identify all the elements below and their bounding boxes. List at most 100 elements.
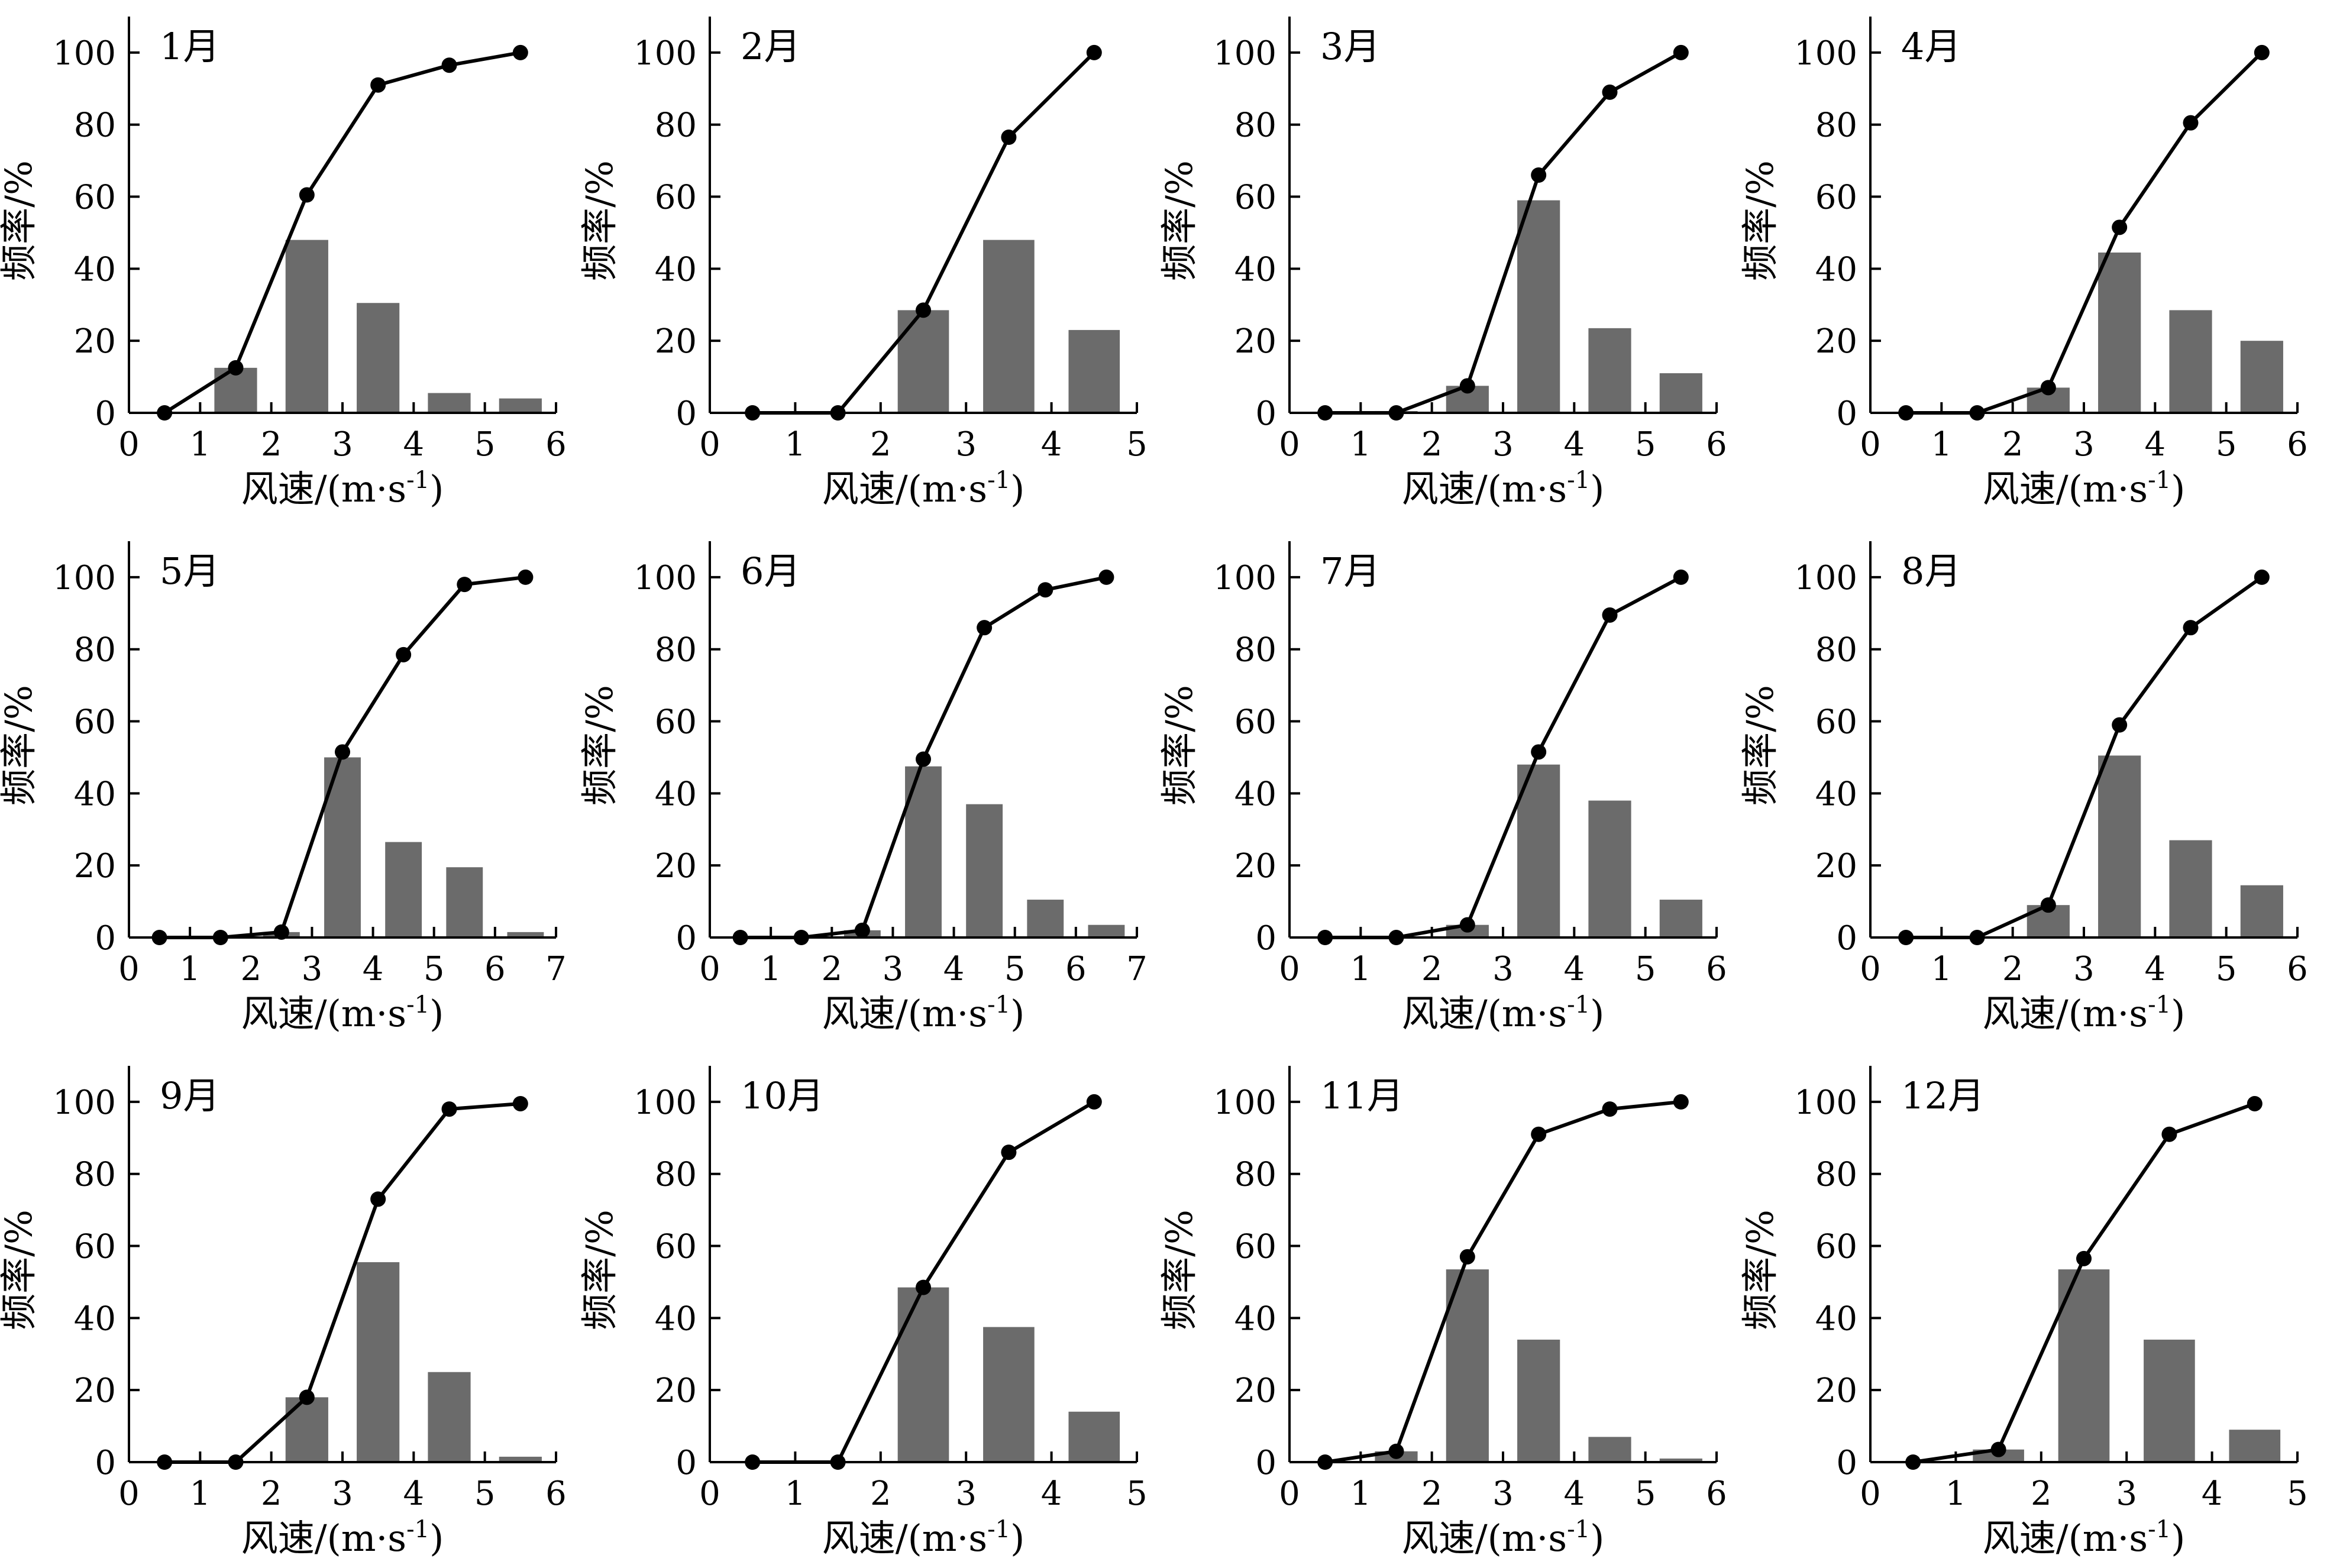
x-tick-label: 6 xyxy=(545,425,567,464)
x-tick-label: 0 xyxy=(1279,950,1300,988)
bar xyxy=(983,240,1035,413)
x-tick-label: 0 xyxy=(118,1475,140,1513)
y-axis-label: 频率/% xyxy=(1738,160,1782,281)
x-tick-label: 1 xyxy=(1945,1475,1967,1513)
y-axis-label: 频率/% xyxy=(578,160,621,281)
bar xyxy=(2240,341,2283,413)
line-point xyxy=(457,577,473,593)
x-tick-label: 3 xyxy=(1492,1475,1514,1513)
x-tick-label: 4 xyxy=(1041,1475,1062,1513)
panel-title: 4月 xyxy=(1901,25,1961,68)
x-axis-label-superscript: -1 xyxy=(2148,991,2171,1019)
x-axis-label-superscript: -1 xyxy=(406,991,429,1019)
x-axis-label: 风速/(m·s-1) xyxy=(1402,467,1605,510)
x-tick-label: 2 xyxy=(261,425,282,464)
y-tick-label: 100 xyxy=(1213,559,1276,597)
x-tick-label: 5 xyxy=(474,425,496,464)
y-tick-label: 0 xyxy=(1255,395,1276,433)
x-axis-label-superscript: -1 xyxy=(987,467,1010,494)
x-tick-label: 1 xyxy=(1931,425,1953,464)
y-tick-label: 100 xyxy=(634,34,697,73)
x-tick-label: 5 xyxy=(474,1475,496,1513)
x-axis-label-superscript: -1 xyxy=(1567,467,1590,494)
line-point xyxy=(1602,84,1618,100)
x-tick-label: 0 xyxy=(1279,425,1300,464)
y-tick-label: 40 xyxy=(1815,250,1857,289)
y-tick-label: 0 xyxy=(676,395,697,433)
x-axis-label-close: ) xyxy=(2171,992,2185,1035)
line-point xyxy=(1086,1094,1102,1110)
y-tick-label: 80 xyxy=(1815,106,1857,145)
x-axis-label-close: ) xyxy=(429,1517,444,1560)
y-tick-label: 20 xyxy=(1234,1372,1276,1410)
line-point xyxy=(1898,930,1914,945)
line-point xyxy=(1388,1443,1404,1459)
y-axis-label: 频率/% xyxy=(0,685,40,806)
x-tick-label: 5 xyxy=(424,950,445,988)
y-axis-label: 频率/% xyxy=(578,1210,621,1330)
bar xyxy=(1088,924,1125,937)
bar xyxy=(1588,800,1631,937)
line-point xyxy=(228,1454,244,1470)
line-point xyxy=(335,744,350,760)
x-axis-label-superscript: -1 xyxy=(1567,991,1590,1019)
panel-title: 3月 xyxy=(1320,25,1380,68)
bar xyxy=(1027,900,1064,937)
x-tick-label: 1 xyxy=(1350,1475,1372,1513)
x-tick-label: 6 xyxy=(484,950,506,988)
bar xyxy=(2058,1269,2110,1462)
y-tick-label: 60 xyxy=(74,1228,116,1266)
line-point xyxy=(1898,405,1914,421)
line-point xyxy=(1673,1094,1689,1110)
bar xyxy=(1446,1269,1489,1462)
line-point xyxy=(370,1191,386,1207)
y-tick-label: 80 xyxy=(74,1156,116,1194)
line-point xyxy=(854,922,870,938)
y-tick-label: 20 xyxy=(1815,322,1857,361)
bar xyxy=(897,310,949,413)
y-tick-label: 20 xyxy=(1234,847,1276,885)
y-tick-label: 40 xyxy=(74,775,116,813)
y-tick-label: 60 xyxy=(1234,1228,1276,1266)
cumulative-line xyxy=(1906,576,2263,939)
x-tick-label: 2 xyxy=(261,1475,282,1513)
line-point xyxy=(2112,219,2128,235)
y-tick-label: 60 xyxy=(74,703,116,742)
y-axis-label: 频率/% xyxy=(578,685,621,806)
x-tick-label: 3 xyxy=(955,1475,977,1513)
line-point xyxy=(441,1101,457,1117)
line-point xyxy=(1673,569,1689,585)
bar xyxy=(2240,885,2283,937)
line-point xyxy=(2254,44,2270,60)
x-tick-label: 0 xyxy=(1860,950,1881,988)
panel-title: 2月 xyxy=(741,25,800,68)
y-tick-label: 60 xyxy=(1815,1228,1857,1266)
x-axis-label-superscript: -1 xyxy=(1567,1516,1590,1543)
line-point xyxy=(916,1279,931,1295)
x-tick-label: 5 xyxy=(1126,425,1148,464)
x-axis-label-main: 风速/(m·s xyxy=(822,467,987,510)
line-point xyxy=(396,646,412,662)
x-tick-label: 4 xyxy=(2202,1475,2223,1513)
x-axis-label-superscript: -1 xyxy=(987,991,1010,1019)
line-point xyxy=(1317,1454,1333,1470)
line-point xyxy=(299,1389,315,1405)
y-tick-label: 80 xyxy=(1815,1156,1857,1194)
y-tick-label: 0 xyxy=(1836,1444,1857,1482)
y-tick-label: 100 xyxy=(1213,34,1276,73)
panel-title: 7月 xyxy=(1320,549,1380,593)
x-axis-label: 风速/(m·s-1) xyxy=(822,467,1025,510)
x-axis-label-main: 风速/(m·s xyxy=(822,1517,987,1560)
line-point xyxy=(2247,1095,2263,1111)
x-tick-label: 3 xyxy=(955,425,977,464)
x-tick-label: 4 xyxy=(1041,425,1062,464)
x-axis-label: 风速/(m·s-1) xyxy=(822,991,1025,1035)
x-tick-label: 3 xyxy=(1492,950,1514,988)
bar xyxy=(1517,200,1560,413)
x-axis-label-main: 风速/(m·s xyxy=(1402,1517,1567,1560)
